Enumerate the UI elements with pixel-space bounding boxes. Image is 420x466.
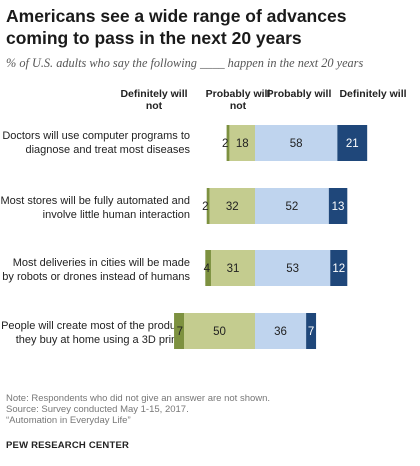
label-definitely-row-2: 13 bbox=[332, 201, 345, 213]
label-probably-not-row-3: 31 bbox=[227, 263, 240, 275]
bar-probably-row-1 bbox=[255, 125, 338, 161]
bar-definitely-not-row-1 bbox=[226, 125, 230, 161]
row-label-doctors: Doctors will use computer programs to di… bbox=[2, 130, 190, 156]
column-header-probably: Probably will bbox=[266, 88, 332, 100]
label-probably-row-4: 36 bbox=[274, 326, 287, 338]
label-probably-row-1: 58 bbox=[290, 138, 303, 150]
label-definitely-not-row-1: 2 bbox=[222, 138, 228, 150]
report-name: “Automation in Everyday Life” bbox=[6, 415, 131, 426]
bar-definitely-row-4 bbox=[306, 313, 317, 349]
bar-probably-not-row-1 bbox=[229, 125, 255, 161]
bar-definitely-not-row-3 bbox=[205, 250, 211, 286]
label-probably-not-row-1: 18 bbox=[236, 138, 249, 150]
bar-probably-row-2 bbox=[255, 188, 329, 224]
chart-title: Americans see a wide range of advances c… bbox=[6, 6, 347, 48]
bar-definitely-row-3 bbox=[330, 250, 348, 286]
bar-probably-not-row-2 bbox=[209, 188, 255, 224]
row-label-3d-printer: People will create most of the products … bbox=[1, 320, 190, 346]
label-probably-row-3: 53 bbox=[286, 263, 299, 275]
bar-probably-not-row-4 bbox=[184, 313, 255, 349]
bar-probably-row-3 bbox=[255, 250, 331, 286]
label-probably-not-row-4: 50 bbox=[213, 326, 226, 338]
label-definitely-not-row-4: 7 bbox=[177, 326, 183, 338]
bar-definitely-row-2 bbox=[328, 188, 348, 224]
label-definitely-not-row-3: 4 bbox=[204, 263, 211, 275]
label-definitely-row-4: 7 bbox=[308, 326, 314, 338]
label-probably-not-row-2: 32 bbox=[226, 201, 239, 213]
label-definitely-row-1: 21 bbox=[346, 138, 359, 150]
source-note: Source: Survey conducted May 1-15, 2017. bbox=[6, 404, 189, 415]
footnote: Note: Respondents who did not give an an… bbox=[6, 393, 271, 404]
bar-definitely-row-1 bbox=[337, 125, 368, 161]
label-definitely-not-row-2: 2 bbox=[202, 201, 208, 213]
row-label-deliveries: Most deliveries in cities will be made b… bbox=[2, 257, 190, 283]
bar-probably-row-4 bbox=[255, 313, 307, 349]
column-header-definitely: Definitely will bbox=[339, 88, 407, 100]
label-definitely-row-3: 12 bbox=[332, 263, 345, 275]
bar-definitely-not-row-2 bbox=[206, 188, 210, 224]
column-header-definitely-not: Definitely will not bbox=[120, 88, 188, 112]
label-probably-row-2: 52 bbox=[286, 201, 299, 213]
column-header-probably-not: Probably will not bbox=[205, 88, 271, 112]
organization-name: PEW RESEARCH CENTER bbox=[6, 440, 130, 451]
row-label-stores: Most stores will be fully automated and … bbox=[0, 195, 190, 221]
bar-probably-not-row-3 bbox=[210, 250, 255, 286]
bar-definitely-not-row-4 bbox=[174, 313, 184, 349]
chart-subtitle: % of U.S. adults who say the following _… bbox=[6, 56, 364, 70]
